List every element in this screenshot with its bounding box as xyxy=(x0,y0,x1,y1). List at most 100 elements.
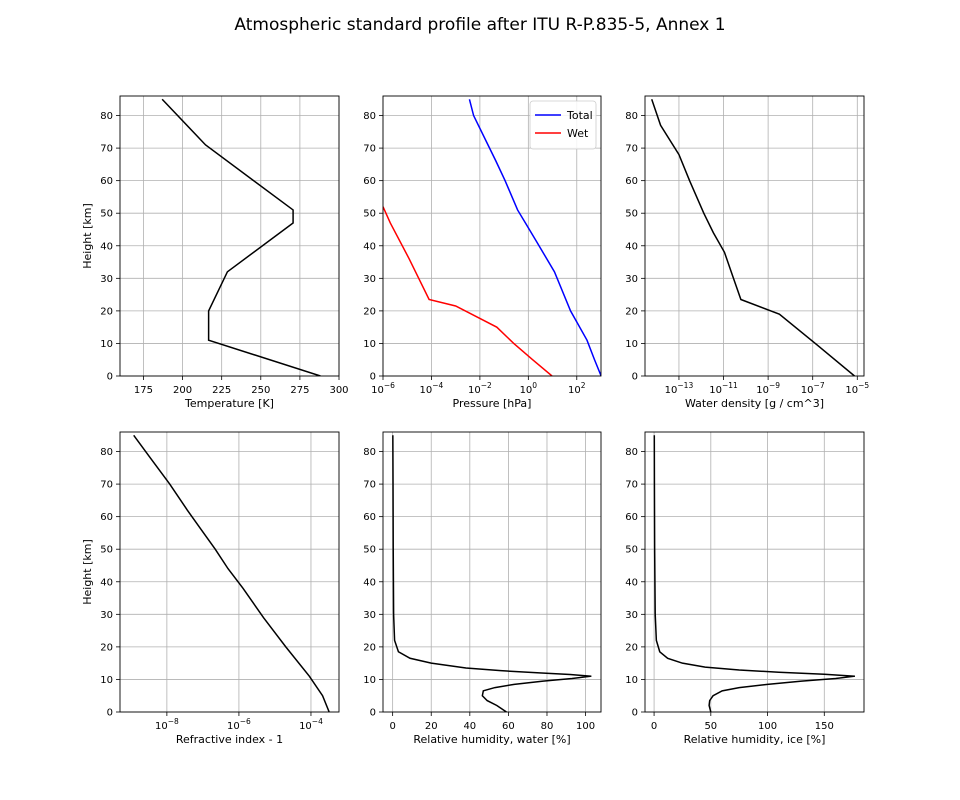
x-tick-label: 0 xyxy=(389,721,395,732)
y-tick-label: 10 xyxy=(100,339,113,350)
x-tick-label: 150 xyxy=(815,721,834,732)
x-tick-label: 10−11 xyxy=(709,381,738,396)
legend: Total Wet xyxy=(529,100,597,150)
x-tick-label: 40 xyxy=(463,721,476,732)
x-axis-label: Relative humidity, ice [%] xyxy=(684,733,826,746)
subplot-pressure: 10−6 10−4 10−2 100 10201020304050607080Press… xyxy=(363,95,602,410)
y-tick-label: 0 xyxy=(632,372,638,383)
axes-frame xyxy=(119,95,340,377)
y-tick-label: 20 xyxy=(363,306,376,317)
y-tick-label: 30 xyxy=(100,274,113,285)
x-tick-label: 250 xyxy=(251,385,270,396)
series-line-total xyxy=(468,99,601,376)
x-tick-label: 10−8 xyxy=(155,717,179,732)
series-line xyxy=(392,435,592,712)
x-tick-label: 275 xyxy=(290,385,309,396)
x-tick-label: 10−7 xyxy=(801,381,825,396)
x-tick-label: 0 xyxy=(651,721,657,732)
y-tick-label: 20 xyxy=(625,306,638,317)
x-axis-label: Relative humidity, water [%] xyxy=(413,733,570,746)
subplot-rh_ice: 0 50 100 150 0 10 20 30 40 50 60 70 80 Relative humid… xyxy=(625,431,865,746)
y-tick-label: 20 xyxy=(100,306,113,317)
series-line xyxy=(653,435,856,712)
series-line-wet xyxy=(383,206,553,376)
y-tick-label: 70 xyxy=(363,480,376,491)
y-tick-label: 70 xyxy=(625,480,638,491)
y-tick-label: 60 xyxy=(625,512,638,523)
y-tick-label: 60 xyxy=(100,176,113,187)
axes-frame xyxy=(119,431,340,713)
series-line xyxy=(133,434,330,712)
y-tick-label: 40 xyxy=(363,577,376,588)
x-tick-label: 10−9 xyxy=(756,381,780,396)
series-line xyxy=(651,99,855,376)
figure-title: Atmospheric standard profile after ITU R… xyxy=(234,15,725,35)
x-tick-label: 100 xyxy=(576,721,595,732)
y-tick-label: 0 xyxy=(370,708,376,719)
y-tick-label: 30 xyxy=(363,610,376,621)
y-tick-label: 70 xyxy=(363,144,376,155)
x-tick-label: 175 xyxy=(134,385,153,396)
axes-frame xyxy=(382,431,602,713)
y-tick-label: 80 xyxy=(100,111,113,122)
y-tick-label: 40 xyxy=(363,241,376,252)
subplots: 175 200 225 250 275 30001020304050607080Tempe… xyxy=(81,95,869,746)
y-tick-label: 0 xyxy=(107,708,113,719)
y-tick-label: 70 xyxy=(100,480,113,491)
x-tick-label: 20 xyxy=(425,721,438,732)
y-tick-label: 20 xyxy=(100,642,113,653)
legend-box xyxy=(529,100,597,150)
x-tick-label: 10−6 xyxy=(227,717,251,732)
y-tick-label: 10 xyxy=(100,675,113,686)
y-tick-label: 40 xyxy=(100,241,113,252)
y-tick-label: 50 xyxy=(625,209,638,220)
axes-frame xyxy=(644,95,865,377)
x-tick-label: 100 xyxy=(758,721,777,732)
y-tick-label: 10 xyxy=(625,675,638,686)
x-tick-label: 10−4 xyxy=(420,381,444,396)
x-tick-label: 100 xyxy=(520,381,538,396)
subplot-water_density: 10−13 10−11 10−9 10−7 10−5 0 10 20 30 40 50 60 70 80 W… xyxy=(625,95,869,410)
y-tick-label: 40 xyxy=(100,577,113,588)
x-tick-label: 10−6 xyxy=(371,381,395,396)
y-tick-label: 80 xyxy=(363,447,376,458)
x-tick-label: 50 xyxy=(704,721,717,732)
x-tick-label: 200 xyxy=(173,385,192,396)
x-axis-label: Temperature [K] xyxy=(184,397,274,410)
y-tick-label: 50 xyxy=(100,545,113,556)
subplot-temperature: 175 200 225 250 275 300 0 10 20 30 40 50 60 70 80 Tempe… xyxy=(81,95,349,410)
x-tick-label: 225 xyxy=(212,385,231,396)
y-tick-label: 10 xyxy=(363,339,376,350)
x-tick-label: 10−5 xyxy=(845,381,869,396)
axes-frame xyxy=(644,431,865,713)
y-tick-label: 30 xyxy=(100,610,113,621)
legend-label: Wet xyxy=(567,127,589,140)
x-tick-label: 10−13 xyxy=(665,381,694,396)
x-axis-label: Water density [g / cm^3] xyxy=(685,397,824,410)
y-tick-label: 50 xyxy=(625,545,638,556)
y-tick-label: 70 xyxy=(100,144,113,155)
y-tick-label: 30 xyxy=(625,610,638,621)
y-tick-label: 30 xyxy=(625,274,638,285)
x-tick-label: 10−2 xyxy=(468,381,492,396)
y-tick-label: 40 xyxy=(625,577,638,588)
y-tick-label: 50 xyxy=(363,209,376,220)
y-tick-label: 80 xyxy=(363,111,376,122)
y-axis-label: Height [km] xyxy=(81,203,94,269)
subplot-refractive_index: 10−8 10−6 10−4 0 10 20 30 40 50 60 70 80 Refractive … xyxy=(81,431,340,746)
x-axis-label: Refractive index - 1 xyxy=(176,733,283,746)
y-tick-label: 40 xyxy=(625,241,638,252)
y-tick-label: 10 xyxy=(363,675,376,686)
y-tick-label: 20 xyxy=(625,642,638,653)
x-tick-label: 60 xyxy=(502,721,515,732)
y-tick-label: 0 xyxy=(107,372,113,383)
series-line xyxy=(161,98,321,376)
y-tick-label: 60 xyxy=(363,512,376,523)
y-tick-label: 0 xyxy=(632,708,638,719)
y-tick-label: 10 xyxy=(625,339,638,350)
y-tick-label: 80 xyxy=(100,447,113,458)
y-tick-label: 50 xyxy=(100,209,113,220)
x-tick-label: 80 xyxy=(541,721,554,732)
y-tick-label: 70 xyxy=(625,144,638,155)
